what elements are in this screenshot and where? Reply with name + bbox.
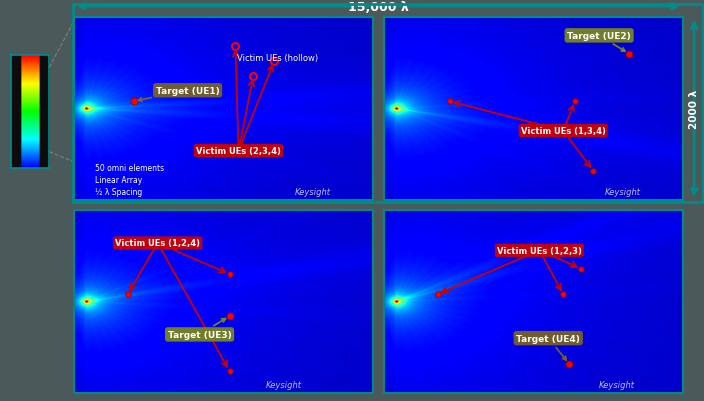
Text: Victim UEs (hollow): Victim UEs (hollow)	[237, 54, 318, 63]
Text: Keysight: Keysight	[599, 380, 635, 389]
Text: Victim UEs (2,3,4): Victim UEs (2,3,4)	[196, 147, 281, 156]
Text: Keysight: Keysight	[605, 188, 641, 197]
Text: Victim UEs (1,2,4): Victim UEs (1,2,4)	[115, 239, 200, 248]
Text: Target (UE4): Target (UE4)	[516, 334, 580, 360]
Text: Target (UE2): Target (UE2)	[567, 32, 631, 52]
Text: 50 omni elements
Linear Array
½ λ Spacing: 50 omni elements Linear Array ½ λ Spacin…	[95, 164, 164, 196]
Text: Keysight: Keysight	[265, 380, 301, 389]
Text: Keysight: Keysight	[295, 188, 332, 197]
Text: Target (UE3): Target (UE3)	[168, 319, 232, 339]
Text: Target (UE1): Target (UE1)	[138, 87, 220, 102]
Text: Victim UEs (1,3,4): Victim UEs (1,3,4)	[521, 127, 605, 136]
Text: 2000 λ: 2000 λ	[689, 90, 699, 129]
Text: 15,000 λ: 15,000 λ	[348, 1, 409, 14]
Text: Victim UEs (1,2,3): Victim UEs (1,2,3)	[497, 246, 582, 255]
